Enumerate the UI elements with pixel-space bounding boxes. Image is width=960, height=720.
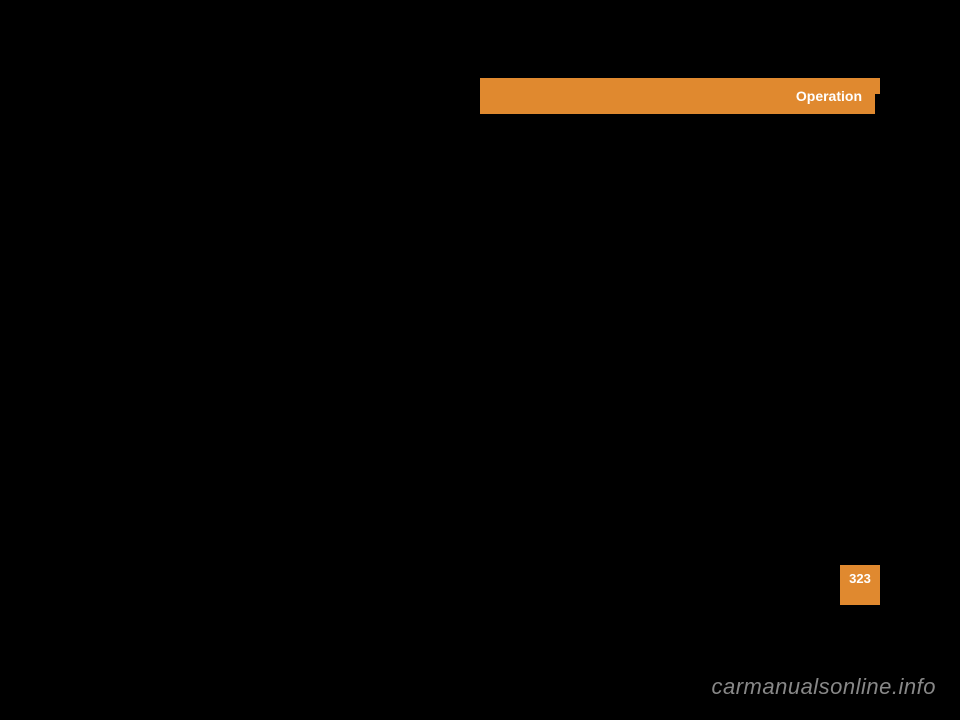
page-number: 323 [849, 571, 871, 586]
watermark-text: carmanualsonline.info [711, 674, 936, 700]
header-tab-notch [875, 94, 895, 114]
header-bar: Operation [480, 78, 880, 114]
header-title: Operation [796, 88, 862, 104]
page-number-box: 323 [840, 565, 880, 605]
